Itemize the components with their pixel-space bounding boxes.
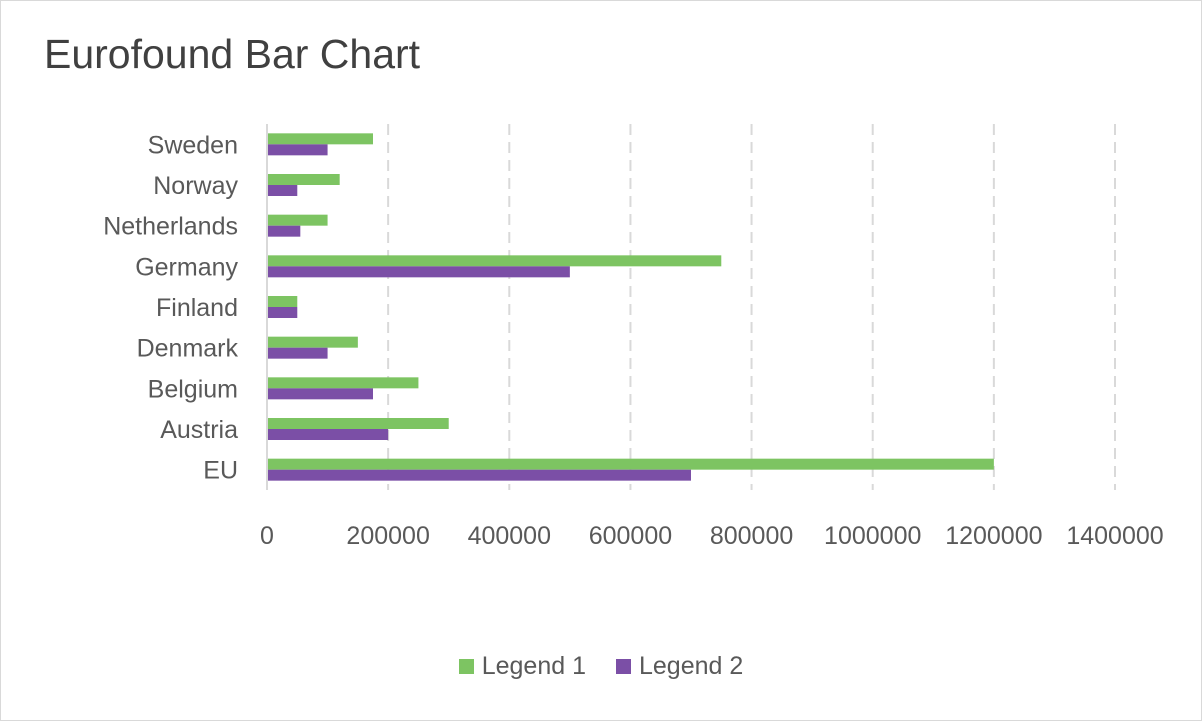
bar-series-1 [268,296,298,307]
legend-swatch-1 [458,659,474,674]
bar-series-1 [268,418,449,429]
chart-title: Eurofound Bar Chart [44,31,421,77]
category-label: Sweden [148,131,238,159]
category-label: Belgium [148,375,238,403]
legend: Legend 1 Legend 2 [0,652,1202,681]
bar-series-2 [268,144,328,156]
x-tick-label: 1200000 [945,522,1042,550]
category-label: Germany [135,253,238,281]
bar-series-2 [268,266,570,278]
bar-series-2 [268,225,301,237]
bar-series-1 [268,336,358,348]
bar-series-2 [268,307,298,318]
x-tick-labels: 0 200000 400000 600000 800000 1000000 1200000 1… [260,522,1164,550]
bar-series-2 [268,469,691,481]
bar-series-1 [268,133,373,145]
category-label: EU [203,457,238,485]
x-tick-label: 200000 [346,522,429,550]
category-label: Finland [156,294,238,322]
legend-label-2: Legend 2 [639,652,744,680]
bar-series-2 [268,185,298,196]
x-tick-label: 1000000 [824,522,921,550]
category-label: Netherlands [103,213,238,241]
category-label: Austria [160,416,238,444]
x-tick-label: 1400000 [1066,522,1163,550]
category-label: Denmark [137,335,239,363]
category-labels: EU Austria Belgium Denmark Finland Germany Net… [103,131,238,484]
category-label: Norway [153,172,238,200]
x-tick-label: 400000 [468,522,551,550]
bars [268,133,994,481]
bar-series-1 [268,174,340,185]
bar-series-1 [268,458,994,470]
bar-series-2 [268,429,389,440]
x-tick-label: 600000 [589,522,672,550]
x-tick-label: 0 [260,522,274,550]
legend-swatch-2 [616,659,631,674]
bar-series-1 [268,255,722,267]
x-tick-label: 800000 [710,522,793,550]
bar-series-1 [268,377,419,389]
bar-series-2 [268,388,373,400]
bar-series-1 [268,214,328,226]
legend-item-2: Legend 2 [616,652,743,681]
legend-item-1: Legend 1 [458,652,586,681]
bar-series-2 [268,347,328,359]
gridlines [387,124,1116,490]
legend-label-1: Legend 1 [481,652,586,680]
